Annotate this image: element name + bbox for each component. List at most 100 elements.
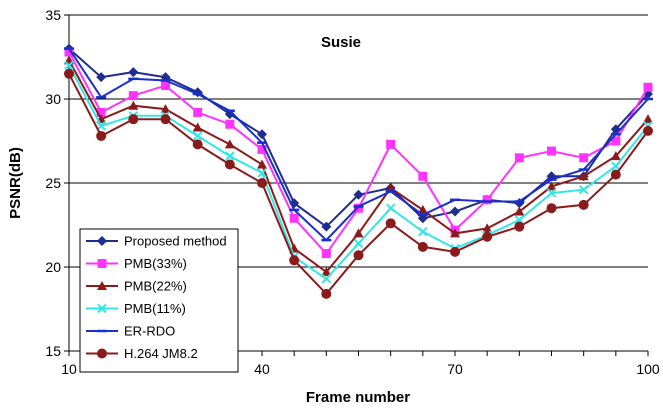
- data-point: [321, 249, 331, 259]
- data-point: [289, 255, 300, 266]
- data-point: [417, 204, 428, 214]
- data-point: [128, 100, 139, 110]
- data-point: [450, 246, 460, 257]
- data-point: [385, 203, 396, 213]
- data-point: [192, 131, 203, 141]
- data-point: [128, 67, 139, 78]
- x-tick-label: 40: [254, 361, 270, 377]
- y-tick-label: 20: [45, 259, 61, 275]
- data-point: [418, 171, 428, 181]
- data-point: [257, 144, 267, 154]
- data-point: [610, 151, 621, 161]
- y-axis-title: PSNR(dB): [7, 147, 24, 219]
- legend-label: ER-RDO: [124, 324, 175, 339]
- data-point: [289, 213, 299, 223]
- series-h-264-jm8-2: [64, 68, 653, 299]
- data-point: [225, 119, 235, 129]
- series: [64, 43, 653, 299]
- data-point: [482, 195, 492, 205]
- data-point: [161, 81, 170, 91]
- data-point: [96, 130, 107, 141]
- data-point: [418, 227, 428, 237]
- data-point: [450, 206, 460, 217]
- data-point: [64, 68, 74, 79]
- data-point: [643, 114, 653, 124]
- data-point: [386, 139, 396, 149]
- data-point: [353, 250, 364, 261]
- data-point: [547, 146, 556, 156]
- data-point: [611, 136, 621, 146]
- data-point: [192, 139, 203, 150]
- y-tick-label: 25: [45, 175, 61, 191]
- legend-box: [79, 228, 239, 373]
- series-proposed-method: [64, 43, 653, 232]
- data-point: [192, 122, 203, 132]
- data-point: [160, 114, 171, 125]
- x-tick-label: 100: [636, 361, 660, 377]
- data-point: [482, 223, 493, 233]
- data-point: [257, 159, 267, 169]
- data-point: [385, 218, 396, 229]
- data-point: [224, 159, 235, 170]
- data-point: [257, 168, 267, 178]
- data-point: [482, 231, 493, 242]
- data-point: [643, 82, 653, 92]
- x-axis-title: Frame number: [306, 389, 410, 406]
- x-tick-label: 10: [61, 361, 77, 377]
- y-tick-label: 15: [45, 343, 61, 359]
- data-point: [417, 241, 428, 252]
- legend-item: PMB(33%): [86, 256, 187, 271]
- legend-label: PMB(11%): [124, 301, 186, 316]
- data-point: [610, 169, 621, 180]
- data-point: [257, 178, 267, 188]
- legend-item: PMB(22%): [86, 279, 187, 294]
- data-point: [611, 161, 621, 171]
- data-point: [193, 107, 203, 117]
- data-point: [578, 199, 589, 210]
- chart-title: Susie: [321, 34, 361, 51]
- data-point: [224, 139, 235, 149]
- data-point: [321, 221, 332, 232]
- data-point: [96, 121, 106, 131]
- data-point: [450, 228, 460, 238]
- legend-label: PMB(33%): [124, 256, 187, 271]
- data-point: [579, 153, 589, 163]
- legend-item: H.264 JM8.2: [86, 346, 198, 361]
- legend-label: H.264 JM8.2: [124, 346, 198, 361]
- data-point: [128, 91, 138, 101]
- legend-label: Proposed method: [124, 234, 227, 249]
- data-point: [385, 183, 396, 193]
- legend-item: PMB(11%): [86, 301, 186, 316]
- data-point: [321, 288, 332, 299]
- data-point: [64, 47, 74, 57]
- legend-marker: [97, 281, 107, 290]
- data-point: [353, 238, 364, 249]
- data-point: [321, 267, 332, 277]
- data-point: [96, 107, 106, 117]
- data-point: [514, 206, 525, 216]
- series-line: [68, 47, 649, 229]
- series-pmb-22-: [64, 55, 653, 277]
- series-line: [68, 51, 649, 256]
- data-point: [643, 125, 653, 136]
- x-tick-label: 70: [447, 361, 463, 377]
- legend-item: ER-RDO: [86, 324, 175, 339]
- data-point: [514, 153, 524, 163]
- data-point: [160, 104, 171, 114]
- data-point: [354, 203, 363, 213]
- legend-item: Proposed method: [86, 234, 227, 249]
- data-point: [353, 228, 364, 238]
- legend: Proposed method PMB(33%) PMB(22%) PMB(11%) E…: [79, 228, 239, 373]
- legend-marker: [97, 303, 107, 314]
- series-er-rdo: [64, 47, 653, 242]
- data-point: [353, 189, 364, 200]
- legend-marker: [97, 236, 107, 246]
- data-point: [128, 114, 139, 125]
- legend-marker: [97, 348, 107, 359]
- data-point: [96, 72, 107, 83]
- data-point: [64, 60, 74, 71]
- data-point: [578, 185, 589, 195]
- series-pmb-33-: [64, 47, 653, 259]
- data-point: [546, 203, 557, 214]
